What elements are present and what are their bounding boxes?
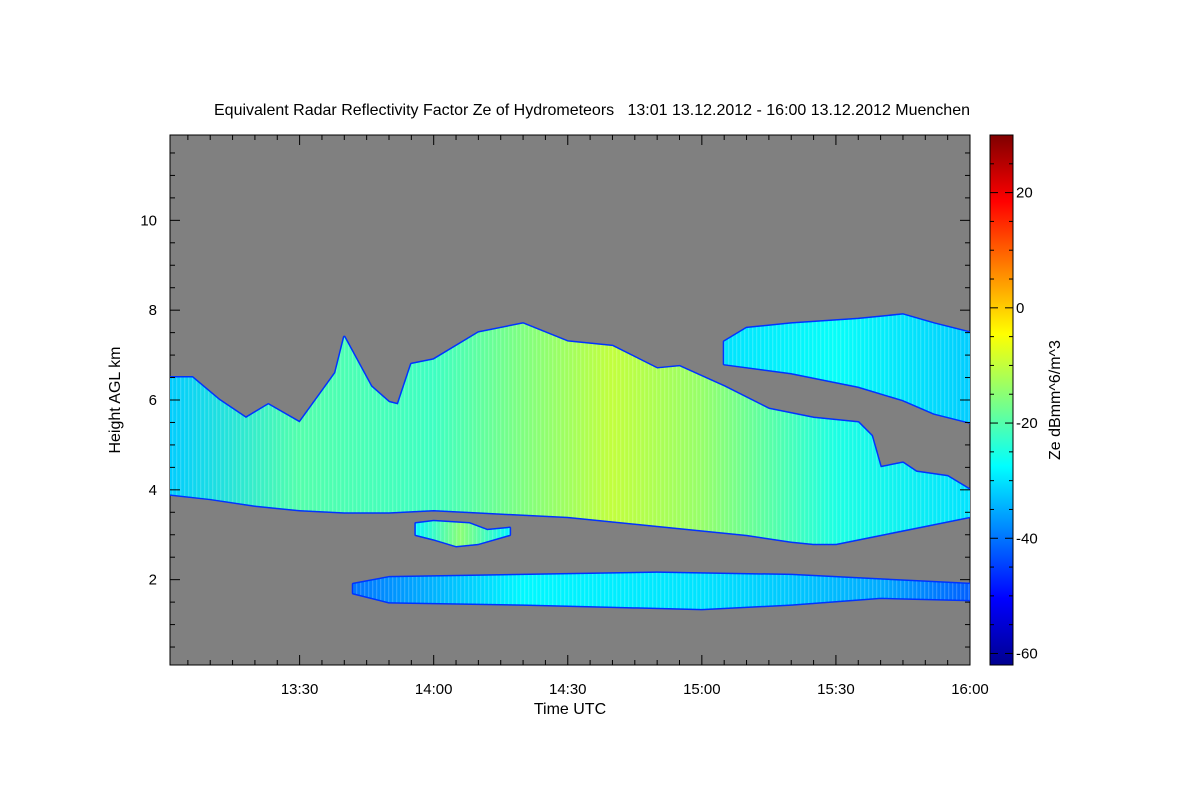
colorbar — [989, 134, 1014, 666]
x-tick-label: 14:00 — [415, 681, 453, 698]
colorbar-label: Ze dBmm^6/m^3 — [1047, 340, 1064, 460]
layer-texture — [415, 521, 510, 546]
layer-texture — [353, 572, 970, 609]
cloud-layer-small-patch — [414, 519, 512, 548]
y-tick-label: 6 — [149, 392, 157, 409]
y-tick-label: 4 — [149, 482, 157, 499]
colorbar-ticks: -60 -40 -20 0 20 — [990, 134, 1038, 662]
x-axis-label: Time UTC — [534, 701, 606, 718]
y-tick-label: 2 — [149, 572, 157, 589]
y-axis-label: Height AGL km — [107, 346, 124, 453]
x-tick-label: 16:00 — [951, 681, 989, 698]
cloud-layer-low-layer — [351, 571, 970, 611]
colorbar-tick-label: -60 — [1016, 645, 1038, 662]
y-tick-label: 8 — [149, 302, 157, 319]
plot-axes: 13:30 14:00 14:30 15:00 15:30 16:00 2 4 6 8 10 — [140, 135, 989, 698]
layer-texture — [724, 314, 970, 423]
colorbar-tick-label: -40 — [1016, 530, 1038, 547]
cloud-layer-main-cloud — [170, 322, 970, 546]
colorbar-tick-label: 0 — [1016, 300, 1024, 317]
x-tick-label: 15:00 — [683, 681, 721, 698]
cloud-layer-upper-layer — [722, 313, 970, 424]
colorbar-tick-label: -20 — [1016, 415, 1038, 432]
reflectivity-layers — [170, 313, 970, 611]
x-tick-label: 13:30 — [281, 681, 319, 698]
layer-texture — [170, 323, 970, 544]
y-tick-label: 10 — [140, 212, 157, 229]
x-tick-label: 14:30 — [549, 681, 587, 698]
x-tick-label: 15:30 — [817, 681, 855, 698]
colorbar-tick-label: 20 — [1016, 185, 1033, 202]
chart-title: Equivalent Radar Reflectivity Factor Ze … — [214, 102, 970, 119]
